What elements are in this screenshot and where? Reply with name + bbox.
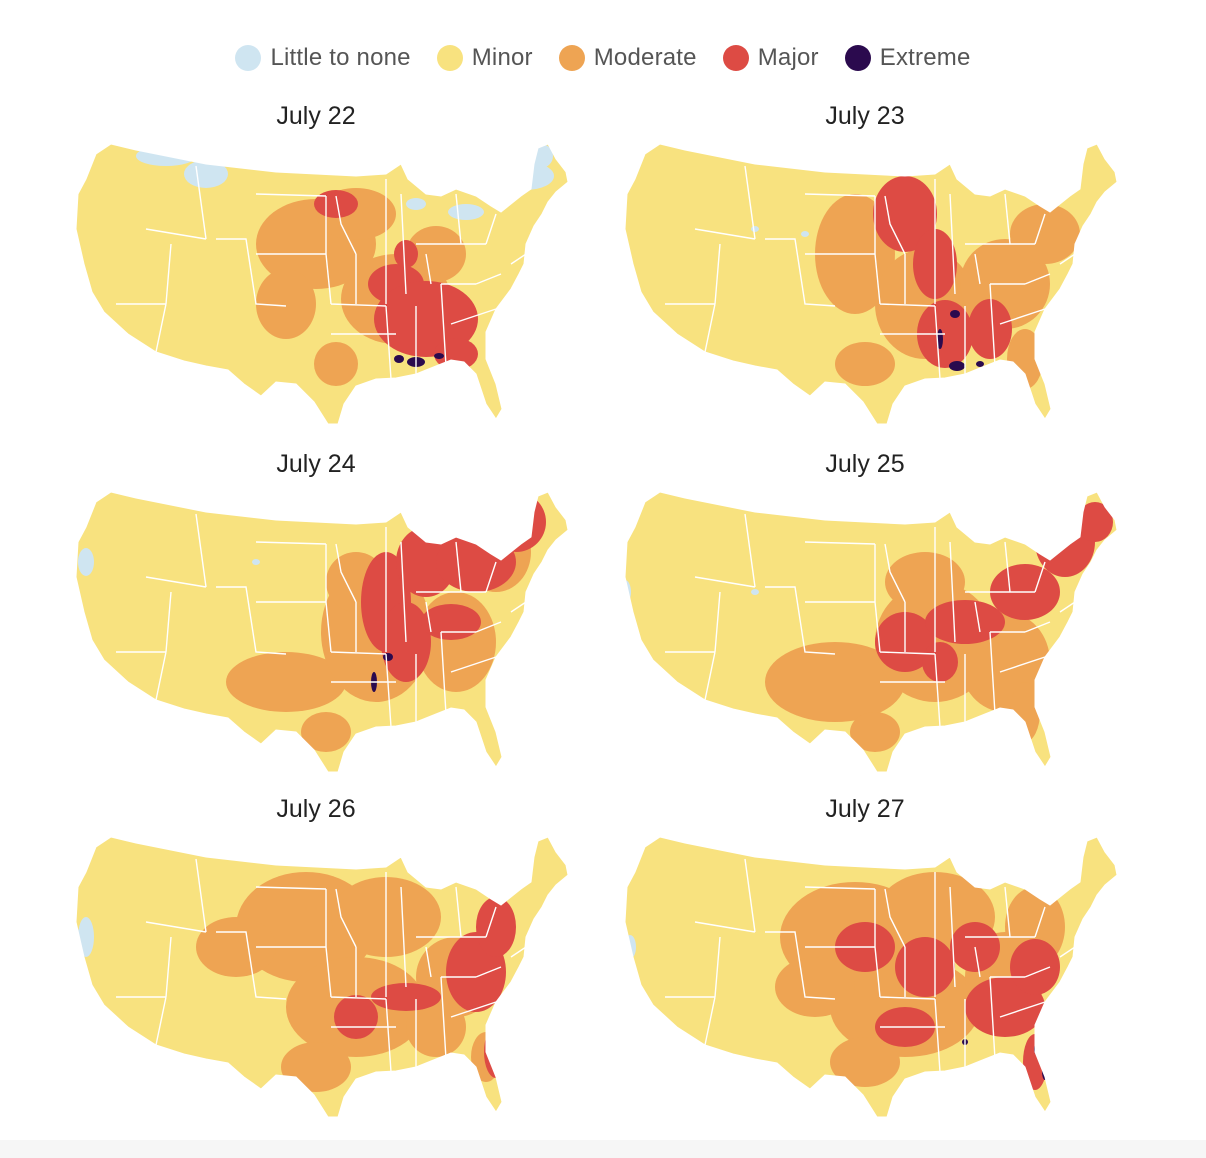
heat-region-none xyxy=(338,154,374,170)
legend-label: Extreme xyxy=(879,44,971,71)
map-panel-july-26: July 26 xyxy=(56,795,576,1140)
heat-region-none xyxy=(751,589,759,595)
heat-region-none xyxy=(501,837,531,857)
heat-region-major xyxy=(334,995,378,1039)
heat-region-mod xyxy=(406,997,466,1057)
heat-region-major xyxy=(1010,939,1060,995)
heat-region-ext xyxy=(394,355,404,363)
heat-region-major xyxy=(924,326,936,362)
heat-region-none xyxy=(252,559,260,565)
heat-region-mod xyxy=(281,1042,351,1092)
heat-region-none xyxy=(625,935,636,959)
us-map xyxy=(624,491,1118,773)
heat-region-major xyxy=(1077,502,1113,542)
map-legend: Little to none Minor Moderate Major Extr… xyxy=(0,44,1206,72)
heat-region-mod xyxy=(406,226,466,282)
map-panel-july-24: July 24 xyxy=(56,450,576,795)
legend-label: Moderate xyxy=(593,44,697,71)
legend-swatch xyxy=(844,45,871,71)
legend-item-major: Major xyxy=(722,44,819,72)
panel-title: July 27 xyxy=(825,795,905,823)
legend-swatch xyxy=(558,45,585,71)
map-panel-july-23: July 23 xyxy=(605,102,1125,447)
state-borders xyxy=(665,165,1076,380)
heat-region-mod xyxy=(830,1037,900,1087)
us-map xyxy=(75,491,569,773)
legend-item-moderate: Moderate xyxy=(558,44,697,72)
panel-title: July 22 xyxy=(276,102,356,130)
heat-region-mod xyxy=(314,342,358,386)
map-panel-july-22: July 22 xyxy=(56,102,576,447)
panel-title: July 23 xyxy=(825,102,905,130)
panel-title: July 26 xyxy=(276,795,356,823)
heat-region-mod xyxy=(765,642,905,722)
heat-region-major xyxy=(895,937,955,997)
heat-region-none xyxy=(448,204,484,220)
heat-region-mod xyxy=(850,712,900,752)
heat-region-major xyxy=(314,190,358,218)
heat-region-major xyxy=(873,176,937,252)
state-borders xyxy=(116,513,527,728)
heat-region-ext xyxy=(949,361,965,371)
heat-region-ext xyxy=(976,361,984,367)
heat-region-mod xyxy=(226,652,346,712)
legend-swatch xyxy=(722,45,749,71)
us-outline xyxy=(624,143,1118,425)
heat-region-none xyxy=(184,160,228,188)
heat-region-ext xyxy=(434,353,444,359)
us-map xyxy=(75,836,569,1118)
heat-region-major xyxy=(421,604,481,640)
heat-region-mod xyxy=(1007,329,1043,389)
heat-region-none xyxy=(751,226,759,232)
heat-region-major xyxy=(925,600,1005,644)
heat-region-mod xyxy=(775,957,855,1017)
legend-item-minor: Minor xyxy=(436,44,533,72)
legend-label: Minor xyxy=(471,44,533,71)
heat-region-ext xyxy=(950,310,960,318)
heat-region-mod xyxy=(885,552,965,612)
map-panel-july-25: July 25 xyxy=(605,450,1125,795)
heat-region-major xyxy=(968,299,1012,359)
heat-region-major xyxy=(374,281,478,357)
us-outline xyxy=(75,836,569,1118)
panel-title: July 25 xyxy=(825,450,905,478)
panel-title: July 24 xyxy=(276,450,356,478)
heat-region-mod xyxy=(835,342,895,386)
legend-item-little-to-none: Little to none xyxy=(235,44,411,72)
us-map xyxy=(75,143,569,425)
state-borders xyxy=(116,165,527,380)
us-outline xyxy=(624,491,1118,773)
state-borders xyxy=(665,858,1076,1073)
heat-region-none xyxy=(801,231,809,237)
legend-item-extreme: Extreme xyxy=(844,44,971,72)
us-map xyxy=(624,836,1118,1118)
us-outline xyxy=(75,143,569,425)
heat-region-none xyxy=(625,580,631,604)
heat-region-major xyxy=(371,983,441,1011)
heat-region-mod xyxy=(256,269,316,339)
state-borders xyxy=(116,858,527,1073)
heat-region-none xyxy=(406,198,426,210)
heat-region-mod xyxy=(1010,204,1080,264)
legend-swatch xyxy=(436,45,463,71)
map-panel-july-27: July 27 xyxy=(605,795,1125,1140)
legend-label: Little to none xyxy=(270,44,411,71)
heat-region-major xyxy=(476,897,516,957)
us-outline xyxy=(624,836,1118,1118)
heat-region-major xyxy=(484,1026,508,1078)
heat-region-mod xyxy=(301,712,351,752)
heat-region-major xyxy=(394,240,418,268)
legend-label: Major xyxy=(757,44,819,71)
heat-region-major xyxy=(922,642,958,682)
us-outline xyxy=(75,491,569,773)
heat-region-none xyxy=(78,548,94,576)
state-borders xyxy=(665,513,1076,728)
heat-region-none xyxy=(78,917,94,957)
footer-band xyxy=(0,1140,1206,1158)
us-map xyxy=(624,143,1118,425)
legend-swatch xyxy=(235,45,262,71)
